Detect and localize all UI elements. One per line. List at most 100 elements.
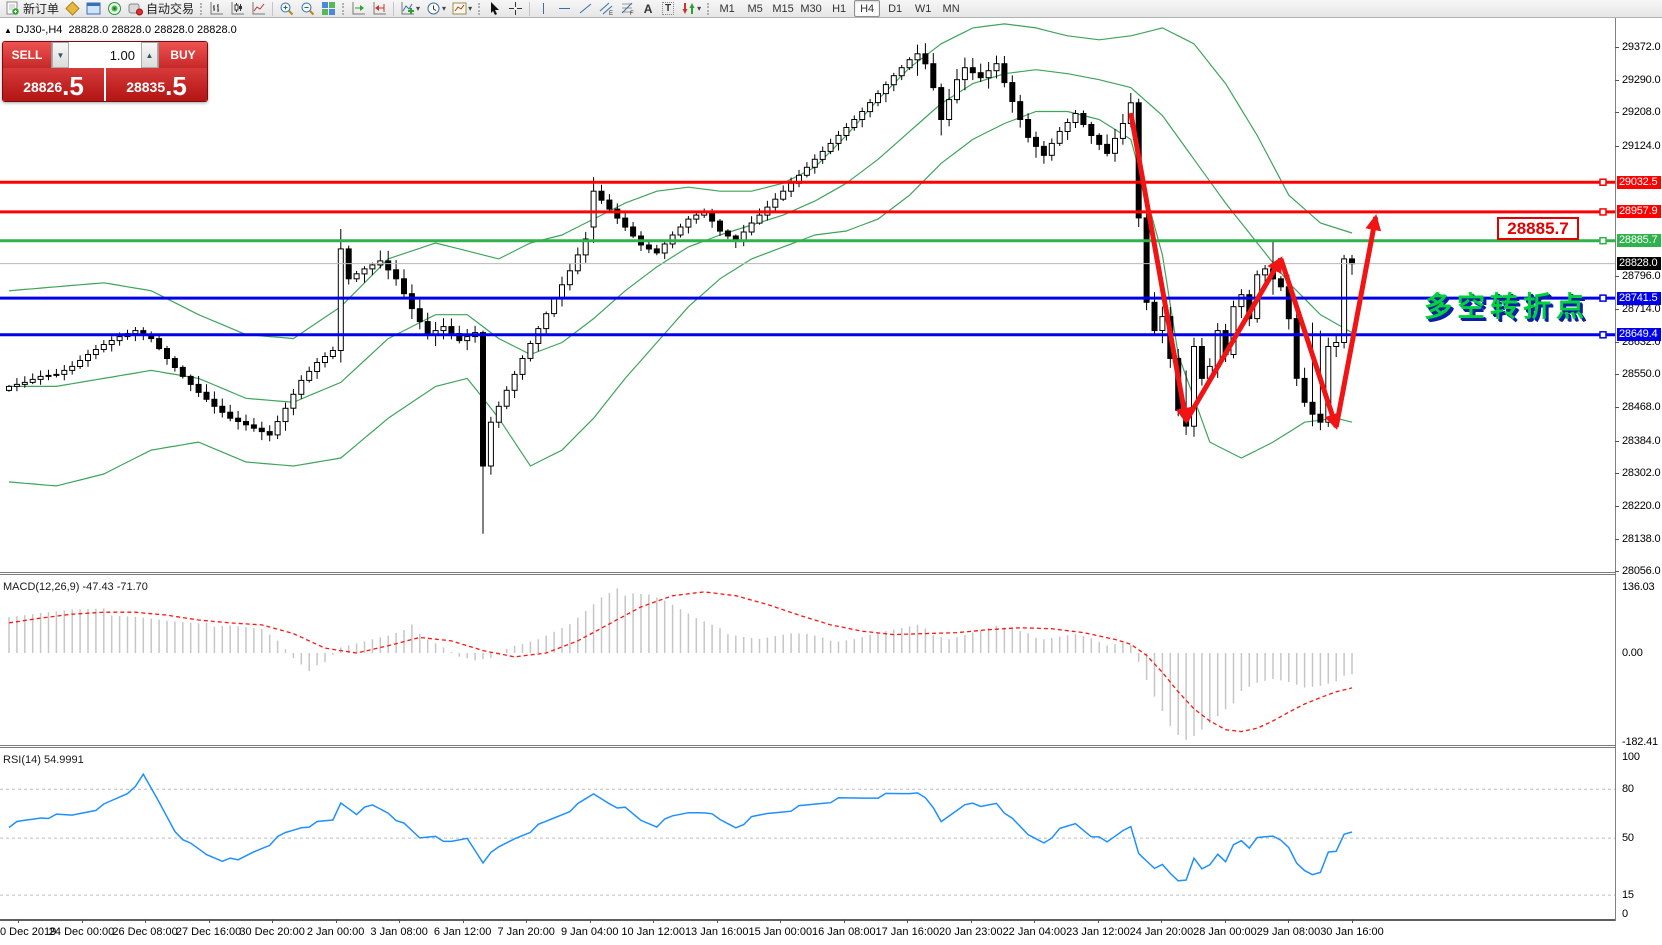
time-axis-label: 6 Jan 12:00 — [433, 926, 492, 938]
volume-input[interactable]: 1.00 — [109, 47, 135, 63]
candle — [274, 421, 281, 436]
time-axis-label: 24 Dec 00:00 — [48, 926, 115, 938]
data-window-button[interactable] — [104, 1, 125, 17]
zoom-in-button[interactable] — [276, 1, 297, 17]
candlestick-button[interactable] — [227, 1, 248, 17]
candle — [329, 350, 336, 357]
channel-tool[interactable]: E — [596, 1, 617, 17]
cursor-button[interactable] — [484, 1, 505, 17]
candle — [1341, 258, 1348, 343]
volume-down-button[interactable]: ▼ — [52, 42, 69, 68]
tab-timeframe-h4[interactable]: H4 — [854, 0, 881, 17]
volume-up-button[interactable]: ▲ — [141, 42, 158, 68]
vertical-line-icon — [536, 1, 551, 16]
macd-axis-label: 0.00 — [1622, 647, 1643, 659]
candle — [171, 358, 178, 368]
vertical-line-tool[interactable] — [533, 1, 554, 17]
chart-shift-button[interactable] — [369, 1, 390, 17]
bar-chart-button[interactable] — [206, 1, 227, 17]
tab-timeframe-m15[interactable]: M15 — [772, 2, 794, 15]
buy-price[interactable]: 28835.5 — [106, 68, 207, 101]
trend-arrow — [1278, 258, 1340, 430]
collapse-panel-icon[interactable]: ▲ — [4, 26, 12, 35]
profiles-button[interactable] — [83, 1, 104, 17]
tab-timeframe-h1[interactable]: H1 — [832, 2, 847, 15]
trendline-tool[interactable] — [575, 1, 596, 17]
time-tick — [1288, 919, 1290, 923]
time-axis-label: 22 Jan 04:00 — [1002, 926, 1067, 938]
text-tool[interactable]: A — [638, 1, 658, 17]
level-line-handle — [1599, 178, 1607, 186]
time-axis-label: 27 Dec 16:00 — [175, 926, 242, 938]
rsi-indicator-pane[interactable] — [0, 750, 1615, 917]
time-axis[interactable]: 0 Dec 2019 24 Dec 00:00 26 Dec 08:00 27 Dec… — [0, 919, 1662, 945]
price-tick-label: 28714.0 — [1622, 303, 1661, 316]
candle — [282, 407, 289, 423]
price-tick-label: 28138.0 — [1622, 532, 1661, 545]
candle — [1301, 377, 1308, 403]
tab-timeframe-m1[interactable]: M1 — [719, 2, 735, 15]
autotrading-icon — [128, 1, 144, 16]
auto-scroll-button[interactable] — [348, 1, 369, 17]
candle — [1151, 301, 1158, 332]
candle — [1293, 318, 1300, 379]
crosshair-button[interactable] — [505, 1, 526, 17]
price-tick-label: 28302.0 — [1622, 467, 1661, 480]
candle — [969, 67, 976, 74]
tab-timeframe-m30[interactable]: M30 — [800, 2, 822, 15]
pane-divider[interactable] — [0, 745, 1615, 748]
candle — [100, 344, 107, 350]
fibonacci-tool[interactable]: F — [617, 1, 638, 17]
pane-divider[interactable] — [0, 572, 1615, 575]
charts-button[interactable] — [62, 1, 83, 17]
sell-button[interactable]: SELL — [3, 42, 51, 68]
time-tick — [399, 919, 401, 923]
time-axis-label: 9 Jan 04:00 — [560, 926, 619, 938]
chevron-down-icon: ▾ — [468, 4, 473, 13]
target-icon — [107, 1, 122, 16]
horizontal-line-tool[interactable] — [554, 1, 575, 17]
new-order-button[interactable]: 新订单 — [2, 1, 62, 17]
line-chart-button[interactable] — [248, 1, 269, 17]
tile-windows-button[interactable] — [318, 1, 339, 17]
candle — [851, 119, 858, 128]
buy-button[interactable]: BUY — [159, 42, 207, 68]
candle — [614, 208, 621, 219]
tab-timeframe-mn[interactable]: MN — [942, 2, 960, 15]
main-price-chart[interactable] — [0, 18, 1615, 572]
tab-timeframe-d1[interactable]: D1 — [888, 2, 903, 15]
tab-timeframe-m5[interactable]: M5 — [747, 2, 763, 15]
macd-indicator-pane[interactable] — [0, 576, 1615, 745]
tab-timeframe-w1[interactable]: W1 — [914, 2, 932, 15]
templates-button[interactable]: ▾ — [449, 1, 475, 17]
buy-price-main: 28835 — [126, 79, 166, 95]
toolbar-separator — [272, 1, 274, 16]
indicators-button[interactable]: ▾ — [397, 1, 423, 17]
time-axis-label: 30 Dec 20:00 — [239, 926, 305, 938]
zoom-out-button[interactable] — [297, 1, 318, 17]
autotrading-label: 自动交易 — [146, 2, 195, 16]
sell-price[interactable]: 28826.5 — [3, 68, 104, 101]
candle — [930, 63, 937, 89]
candle — [314, 362, 321, 372]
candle — [266, 431, 273, 436]
periods-button[interactable]: ▾ — [423, 1, 449, 17]
autotrading-button[interactable]: 自动交易 — [125, 1, 197, 17]
candle — [369, 264, 376, 270]
indicators-icon — [400, 1, 415, 16]
time-tick — [1161, 919, 1163, 923]
candle — [1333, 342, 1340, 347]
price-axis[interactable]: 29372.0 29290.0 29208.0 29124.0 28796.0 28714… — [1615, 18, 1662, 921]
symbol-period-label: DJ30-,H4 — [15, 24, 63, 36]
arrows-tool[interactable]: ▾ — [678, 1, 704, 17]
price-tick-label: 29372.0 — [1622, 41, 1661, 53]
candle — [1025, 119, 1032, 138]
candle — [1017, 101, 1024, 120]
chevron-down-icon: ▾ — [697, 4, 702, 13]
horizontal-line-icon — [557, 1, 572, 16]
clock-icon — [426, 1, 441, 16]
time-tick — [780, 919, 782, 923]
rsi-axis-label: 0 — [1622, 908, 1628, 920]
candle — [1056, 130, 1063, 144]
label-tool[interactable]: T — [658, 1, 678, 17]
